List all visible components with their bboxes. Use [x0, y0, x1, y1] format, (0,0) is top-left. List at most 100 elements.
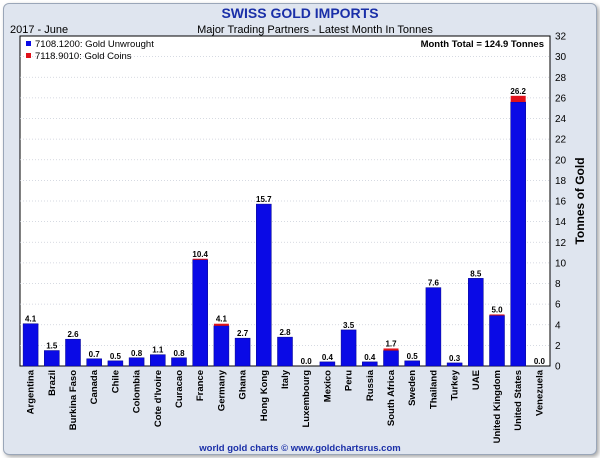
y-tick-label: 6 — [555, 300, 561, 311]
x-tick-label: Mexico — [322, 370, 333, 402]
data-label: 15.7 — [256, 195, 272, 204]
x-tick-label: Hong Kong — [259, 370, 270, 421]
bar-unwrought — [86, 358, 102, 367]
x-tick-label: France — [195, 370, 206, 401]
y-tick-label: 4 — [555, 320, 561, 331]
y-tick-label: 28 — [555, 73, 567, 84]
bar-unwrought — [213, 325, 230, 367]
x-tick-label: Sweden — [407, 370, 418, 406]
x-tick-label: Italy — [280, 369, 291, 389]
y-tick-label: 14 — [555, 217, 567, 228]
bar-unwrought — [22, 323, 39, 367]
x-tick-label: Burkina Faso — [68, 370, 79, 430]
y-tick-label: 30 — [555, 52, 567, 63]
x-tick-label: Turkey — [450, 369, 461, 400]
footer-credit: world gold charts © www.goldchartsrus.co… — [198, 443, 400, 454]
y-tick-label: 10 — [555, 258, 567, 269]
y-tick-label: 22 — [555, 135, 567, 146]
bar-unwrought — [319, 361, 336, 367]
chart-period: 2017 - June — [10, 24, 68, 36]
x-tick-label: Brazil — [47, 370, 58, 396]
data-label: 5.0 — [491, 305, 503, 314]
y-tick-label: 20 — [555, 155, 567, 166]
y-tick-label: 26 — [555, 93, 567, 104]
data-label: 7.6 — [428, 279, 440, 288]
x-axis-labels: Argentina Brazil Burkina Faso Canada Chile Co… — [26, 369, 546, 443]
data-label: 0.5 — [407, 352, 419, 361]
data-label: 1.7 — [385, 339, 397, 348]
bar-unwrought — [425, 287, 442, 367]
bar-coins — [510, 95, 526, 102]
y-tick-label: 16 — [555, 197, 567, 208]
data-label: 1.1 — [152, 346, 164, 355]
bar-coins — [213, 323, 229, 326]
chart-subtitle: Major Trading Partners - Latest Month In… — [197, 24, 433, 36]
data-label: 1.5 — [46, 342, 58, 351]
y-tick-label: 2 — [555, 341, 561, 352]
bar-unwrought — [65, 338, 81, 367]
x-tick-label: Thailand — [428, 370, 439, 409]
bar-unwrought — [362, 361, 378, 367]
bar-unwrought — [44, 350, 60, 367]
grid — [20, 56, 550, 346]
y-tick-label: 18 — [555, 176, 567, 187]
legend-label-unwrought: 7108.1200: Gold Unwrought — [35, 39, 154, 50]
data-label: 4.1 — [216, 315, 228, 324]
x-tick-label: South Africa — [386, 369, 397, 426]
x-tick-label: Curacao — [174, 370, 185, 408]
x-tick-label: Argentina — [26, 369, 37, 414]
data-label: 0.4 — [322, 353, 334, 362]
data-label: 0.3 — [449, 354, 461, 363]
y-tick-label: 32 — [555, 32, 567, 43]
x-tick-label: Colombia — [132, 369, 143, 413]
data-label: 8.5 — [470, 269, 482, 278]
data-label: 3.5 — [343, 321, 355, 330]
bar-unwrought — [192, 259, 208, 367]
legend-label-coins: 7118.9010: Gold Coins — [35, 51, 132, 62]
x-tick-label: Ghana — [238, 369, 249, 399]
data-label: 4.1 — [25, 315, 37, 324]
bar-unwrought — [107, 360, 124, 367]
x-tick-label: Luxembourg — [301, 370, 312, 428]
x-tick-label: Russia — [365, 369, 376, 401]
data-label: 0.0 — [301, 357, 313, 366]
month-total: Month Total = 124.9 Tonnes — [421, 39, 544, 50]
y-tick-label: 8 — [555, 279, 561, 290]
y-tick-label: 12 — [555, 238, 567, 249]
bar-unwrought — [489, 315, 505, 367]
bar-coins — [383, 348, 399, 351]
data-label: 0.7 — [89, 350, 101, 359]
y-tick-label: 24 — [555, 114, 567, 125]
bar-unwrought — [404, 360, 420, 367]
data-label: 0.5 — [110, 352, 122, 361]
bar-unwrought — [383, 350, 399, 367]
x-tick-label: Canada — [89, 369, 100, 404]
y-tick-label: 0 — [555, 362, 561, 373]
x-tick-label: Chile — [110, 370, 121, 393]
data-label: 0.8 — [173, 349, 185, 358]
legend-swatch-unwrought — [26, 41, 31, 46]
x-tick-label: United States — [513, 370, 524, 431]
chart-title: SWISS GOLD IMPORTS — [221, 5, 378, 21]
data-labels: 4.1 1.5 2.6 0.7 0.5 0.8 1.1 0.8 10.4 4.1 2.7 15.7 2.… — [25, 87, 545, 366]
bar-unwrought — [234, 337, 251, 367]
bar-unwrought — [150, 354, 166, 367]
x-tick-label: UAE — [471, 370, 482, 390]
bar-unwrought — [468, 278, 484, 367]
x-tick-label: Germany — [216, 369, 227, 411]
x-tick-label: Peru — [344, 370, 355, 391]
x-tick-label: Cote d'Ivoire — [153, 370, 164, 427]
bar-unwrought — [256, 203, 272, 367]
data-label: 2.7 — [237, 329, 249, 338]
data-label: 2.8 — [279, 328, 291, 337]
legend-swatch-coins — [26, 53, 31, 58]
bar-unwrought — [171, 357, 187, 367]
bar-unwrought — [340, 329, 357, 367]
bar-coins — [489, 314, 505, 316]
legend: 7108.1200: Gold Unwrought 7118.9010: Gol… — [26, 39, 154, 62]
data-label: 26.2 — [510, 87, 526, 96]
bar-unwrought — [128, 357, 145, 367]
data-label: 2.6 — [67, 330, 79, 339]
